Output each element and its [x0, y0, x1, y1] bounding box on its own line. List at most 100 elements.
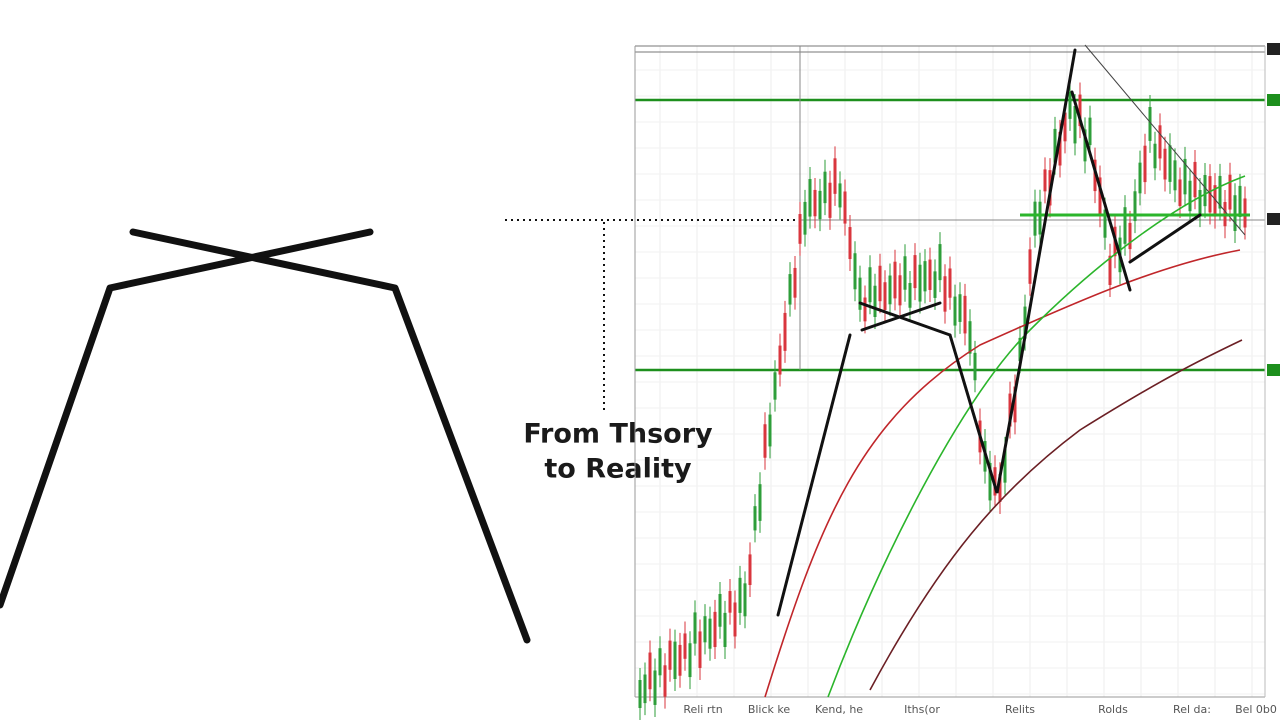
candle-body: [1068, 91, 1072, 119]
candle-body: [638, 680, 642, 708]
pattern-overlay: [776, 48, 1202, 617]
candle-body: [833, 158, 837, 194]
chart-grid: [635, 46, 1265, 697]
candle-body: [718, 593, 722, 627]
candle-body: [1233, 195, 1237, 232]
candle-body: [778, 345, 782, 375]
candle-body: [738, 577, 742, 613]
candle-body: [743, 583, 747, 617]
pattern-line: [858, 301, 952, 337]
candle-body: [903, 256, 907, 290]
candle-body: [1163, 148, 1167, 180]
candle-body: [953, 296, 957, 326]
candle-body: [1058, 131, 1062, 166]
candle-body: [1138, 162, 1142, 194]
x-axis-label: Rel da:: [1173, 703, 1211, 716]
x-axis-label: Kend, he: [815, 703, 863, 716]
candle-body: [1128, 222, 1132, 250]
candle-body: [1083, 129, 1087, 162]
candle-body: [1088, 117, 1092, 146]
candle-body: [788, 274, 792, 305]
candle-body: [688, 643, 692, 678]
x-axis-label: Iths(or: [904, 703, 940, 716]
candle-body: [698, 631, 702, 668]
candle-body: [798, 214, 802, 244]
candle-body: [893, 261, 897, 299]
candle-body: [1148, 106, 1152, 141]
candle-body: [1228, 174, 1232, 210]
candle-body: [863, 297, 867, 322]
candle-body: [643, 674, 647, 704]
price-tag: [1267, 364, 1280, 376]
candle-body: [813, 189, 817, 217]
candle-body: [1143, 145, 1147, 183]
candle-body: [693, 612, 697, 644]
x-axis-label: Bel 0b0: [1235, 703, 1277, 716]
dotted-connector: [505, 219, 800, 410]
candle-body: [883, 282, 887, 310]
diagram-line: [129, 228, 531, 644]
candle-body: [723, 612, 727, 648]
x-axis-label: Rolds: [1098, 703, 1128, 716]
caption-line: From Thsory: [523, 419, 713, 450]
candle-body: [968, 321, 972, 354]
candle-body: [758, 484, 762, 521]
candle-body: [913, 255, 917, 289]
ma-line: [869, 339, 1243, 691]
candle-body: [753, 506, 757, 531]
price-tag: [1267, 94, 1280, 106]
candle-body: [1028, 249, 1032, 284]
candle-body: [1158, 125, 1162, 159]
candle-body: [1023, 306, 1027, 339]
candle-body: [923, 261, 927, 292]
price-tag: [1267, 213, 1280, 225]
candle-body: [908, 283, 912, 308]
pattern-line: [776, 333, 852, 617]
candle-body: [803, 201, 807, 235]
candle-body: [988, 462, 992, 501]
pattern-line: [948, 48, 1077, 494]
candle-body: [838, 183, 842, 208]
candle-body: [948, 268, 952, 298]
candle-body: [1078, 94, 1082, 127]
candle-body: [1098, 177, 1102, 216]
candle-body: [713, 611, 717, 648]
candle-body: [703, 616, 707, 643]
candle-body: [748, 554, 752, 586]
candle-body: [678, 644, 682, 676]
candle-body: [898, 275, 902, 306]
x-axis-label: Blick ke: [748, 703, 791, 716]
moving-averages: [764, 44, 1250, 698]
candle-body: [1208, 176, 1212, 213]
candle-body: [938, 244, 942, 281]
candle-body: [1063, 112, 1067, 142]
candle-body: [823, 171, 827, 204]
candle-body: [1133, 191, 1137, 222]
ma-line: [764, 249, 1241, 698]
candle-body: [958, 294, 962, 322]
candle-body: [1198, 189, 1202, 216]
candle-body: [1238, 185, 1242, 218]
candle-body: [818, 190, 822, 220]
diagram-line: [0, 228, 374, 609]
candle-body: [1203, 175, 1207, 207]
diagram: [0, 228, 531, 644]
candle-body: [828, 182, 832, 218]
candle-body: [708, 618, 712, 649]
candle-body: [998, 474, 1002, 502]
candle-body: [808, 179, 812, 217]
candle-body: [1033, 201, 1037, 236]
x-axis-label: Relits: [1005, 703, 1035, 716]
candle-body: [648, 652, 652, 690]
candle-body: [853, 253, 857, 290]
candle-body: [1178, 179, 1182, 206]
candle-body: [1018, 337, 1022, 362]
candle-body: [943, 276, 947, 312]
candle-body: [773, 372, 777, 400]
candle-body: [848, 227, 852, 260]
candle-body: [1188, 180, 1192, 212]
candle-body: [888, 275, 892, 305]
candle-body: [763, 424, 767, 458]
candle-body: [1183, 158, 1187, 195]
